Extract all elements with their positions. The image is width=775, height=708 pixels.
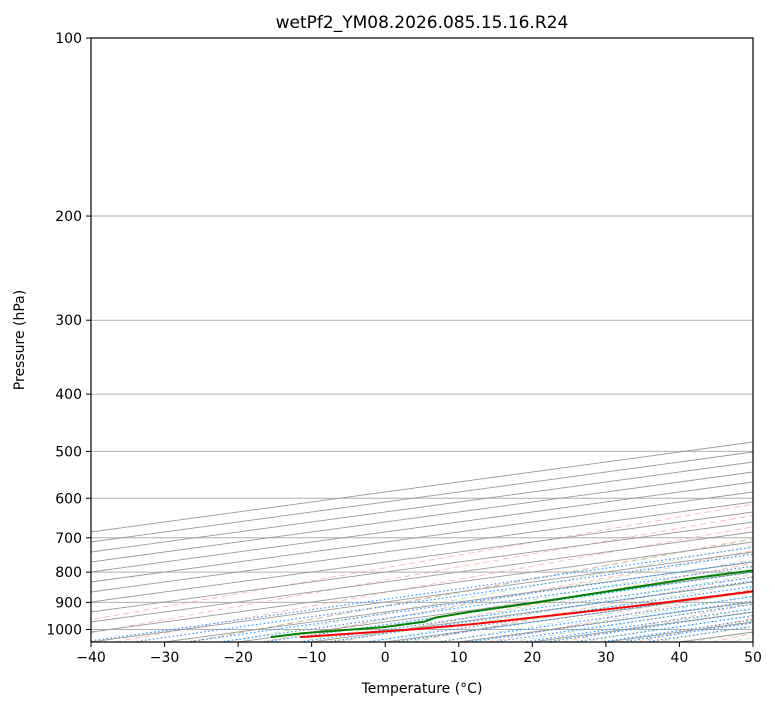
x-axis-label: Temperature (°C) — [361, 681, 483, 697]
x-tick-label: 30 — [597, 650, 615, 666]
moist-adiabat-line — [509, 602, 753, 642]
isotherm-line — [91, 501, 753, 593]
dry-adiabat-line — [264, 550, 753, 642]
isotherm-line — [91, 551, 753, 642]
chart-title: wetPf2_YM08.2026.085.15.16.R24 — [276, 13, 569, 33]
moist-adiabat-line — [689, 631, 753, 642]
isotherms — [91, 441, 753, 642]
moist-adiabat-line — [260, 552, 753, 642]
moist-adiabat-line — [403, 581, 753, 642]
x-tick-label: 0 — [381, 650, 390, 666]
x-tick-label: −10 — [297, 650, 327, 666]
mixing-ratio-line — [522, 607, 753, 642]
isotherm-line — [91, 471, 753, 563]
mixing-ratio-line — [436, 595, 753, 642]
isotherm-line — [91, 461, 753, 553]
mixing-ratio-line — [492, 603, 753, 642]
profile-series — [270, 569, 753, 639]
dry-adiabat-line — [562, 603, 753, 642]
moist-adiabat-line — [224, 545, 753, 642]
mixing-ratio-line — [467, 600, 753, 642]
dry-adiabat-line — [91, 503, 753, 621]
y-tick-label: 1000 — [46, 622, 82, 638]
moist-adiabat-line — [545, 608, 753, 642]
y-tick-label: 200 — [55, 209, 82, 225]
isotherm-line — [311, 581, 753, 642]
isotherm-line — [532, 611, 753, 642]
y-tick-label: 500 — [55, 444, 82, 460]
temperature-profile-line — [300, 590, 753, 639]
isotherm-line — [91, 511, 753, 603]
dry-adiabat-line — [487, 589, 753, 642]
dewpoint-profile-line — [270, 569, 753, 639]
moist-adiabat-line — [332, 566, 753, 642]
mixing-ratio-line — [326, 580, 753, 642]
pressure-grid — [91, 38, 753, 630]
y-tick-label: 400 — [55, 387, 82, 403]
isotherm-line — [91, 491, 753, 583]
moist-adiabat-line — [474, 595, 753, 642]
plot-frame — [90, 37, 754, 643]
isotherm-line — [385, 591, 753, 642]
isotherm-line — [91, 481, 753, 573]
x-tick-label: 50 — [744, 650, 762, 666]
mixing-ratio-line — [132, 553, 753, 642]
x-tick-label: 20 — [523, 650, 541, 666]
moist-adiabat-line — [188, 539, 753, 642]
moist-adiabat-line — [652, 626, 753, 642]
y-tick-label: 700 — [55, 531, 82, 547]
isotherm-line — [91, 521, 753, 613]
y-tick-label: 100 — [55, 31, 82, 47]
y-tick-label: 800 — [55, 565, 82, 581]
y-axis-ticks: 100 200 300 400 500 600 700 800 900 1000 — [46, 31, 91, 638]
isotherm-line — [679, 631, 753, 642]
isotherm-line — [91, 531, 753, 623]
y-tick-label: 300 — [55, 313, 82, 329]
dry-adiabat-line — [338, 562, 753, 642]
mixing-ratio-line — [546, 611, 753, 642]
dry-adiabat-line — [115, 526, 753, 642]
isotherm-line — [91, 541, 753, 633]
x-axis-ticks: −40 −30 −20 −10 0 10 20 30 40 50 — [76, 642, 762, 666]
x-tick-label: −40 — [76, 650, 106, 666]
y-axis-label: Pressure (hPa) — [12, 290, 28, 390]
isotherm-line — [752, 641, 753, 642]
x-tick-label: −30 — [150, 650, 180, 666]
x-tick-label: 40 — [671, 650, 689, 666]
y-tick-label: 900 — [55, 595, 82, 611]
moist-adiabat-line — [368, 574, 753, 642]
mixing-ratio-line — [394, 589, 753, 642]
dry-adiabat-line — [637, 617, 753, 642]
y-tick-label: 600 — [55, 491, 82, 507]
dry-adiabat-line — [91, 514, 753, 634]
x-tick-label: −20 — [223, 650, 253, 666]
mixing-ratio-line — [645, 625, 753, 642]
x-tick-label: 10 — [450, 650, 468, 666]
isotherm-line — [458, 601, 753, 642]
isotherm-line — [91, 451, 753, 543]
